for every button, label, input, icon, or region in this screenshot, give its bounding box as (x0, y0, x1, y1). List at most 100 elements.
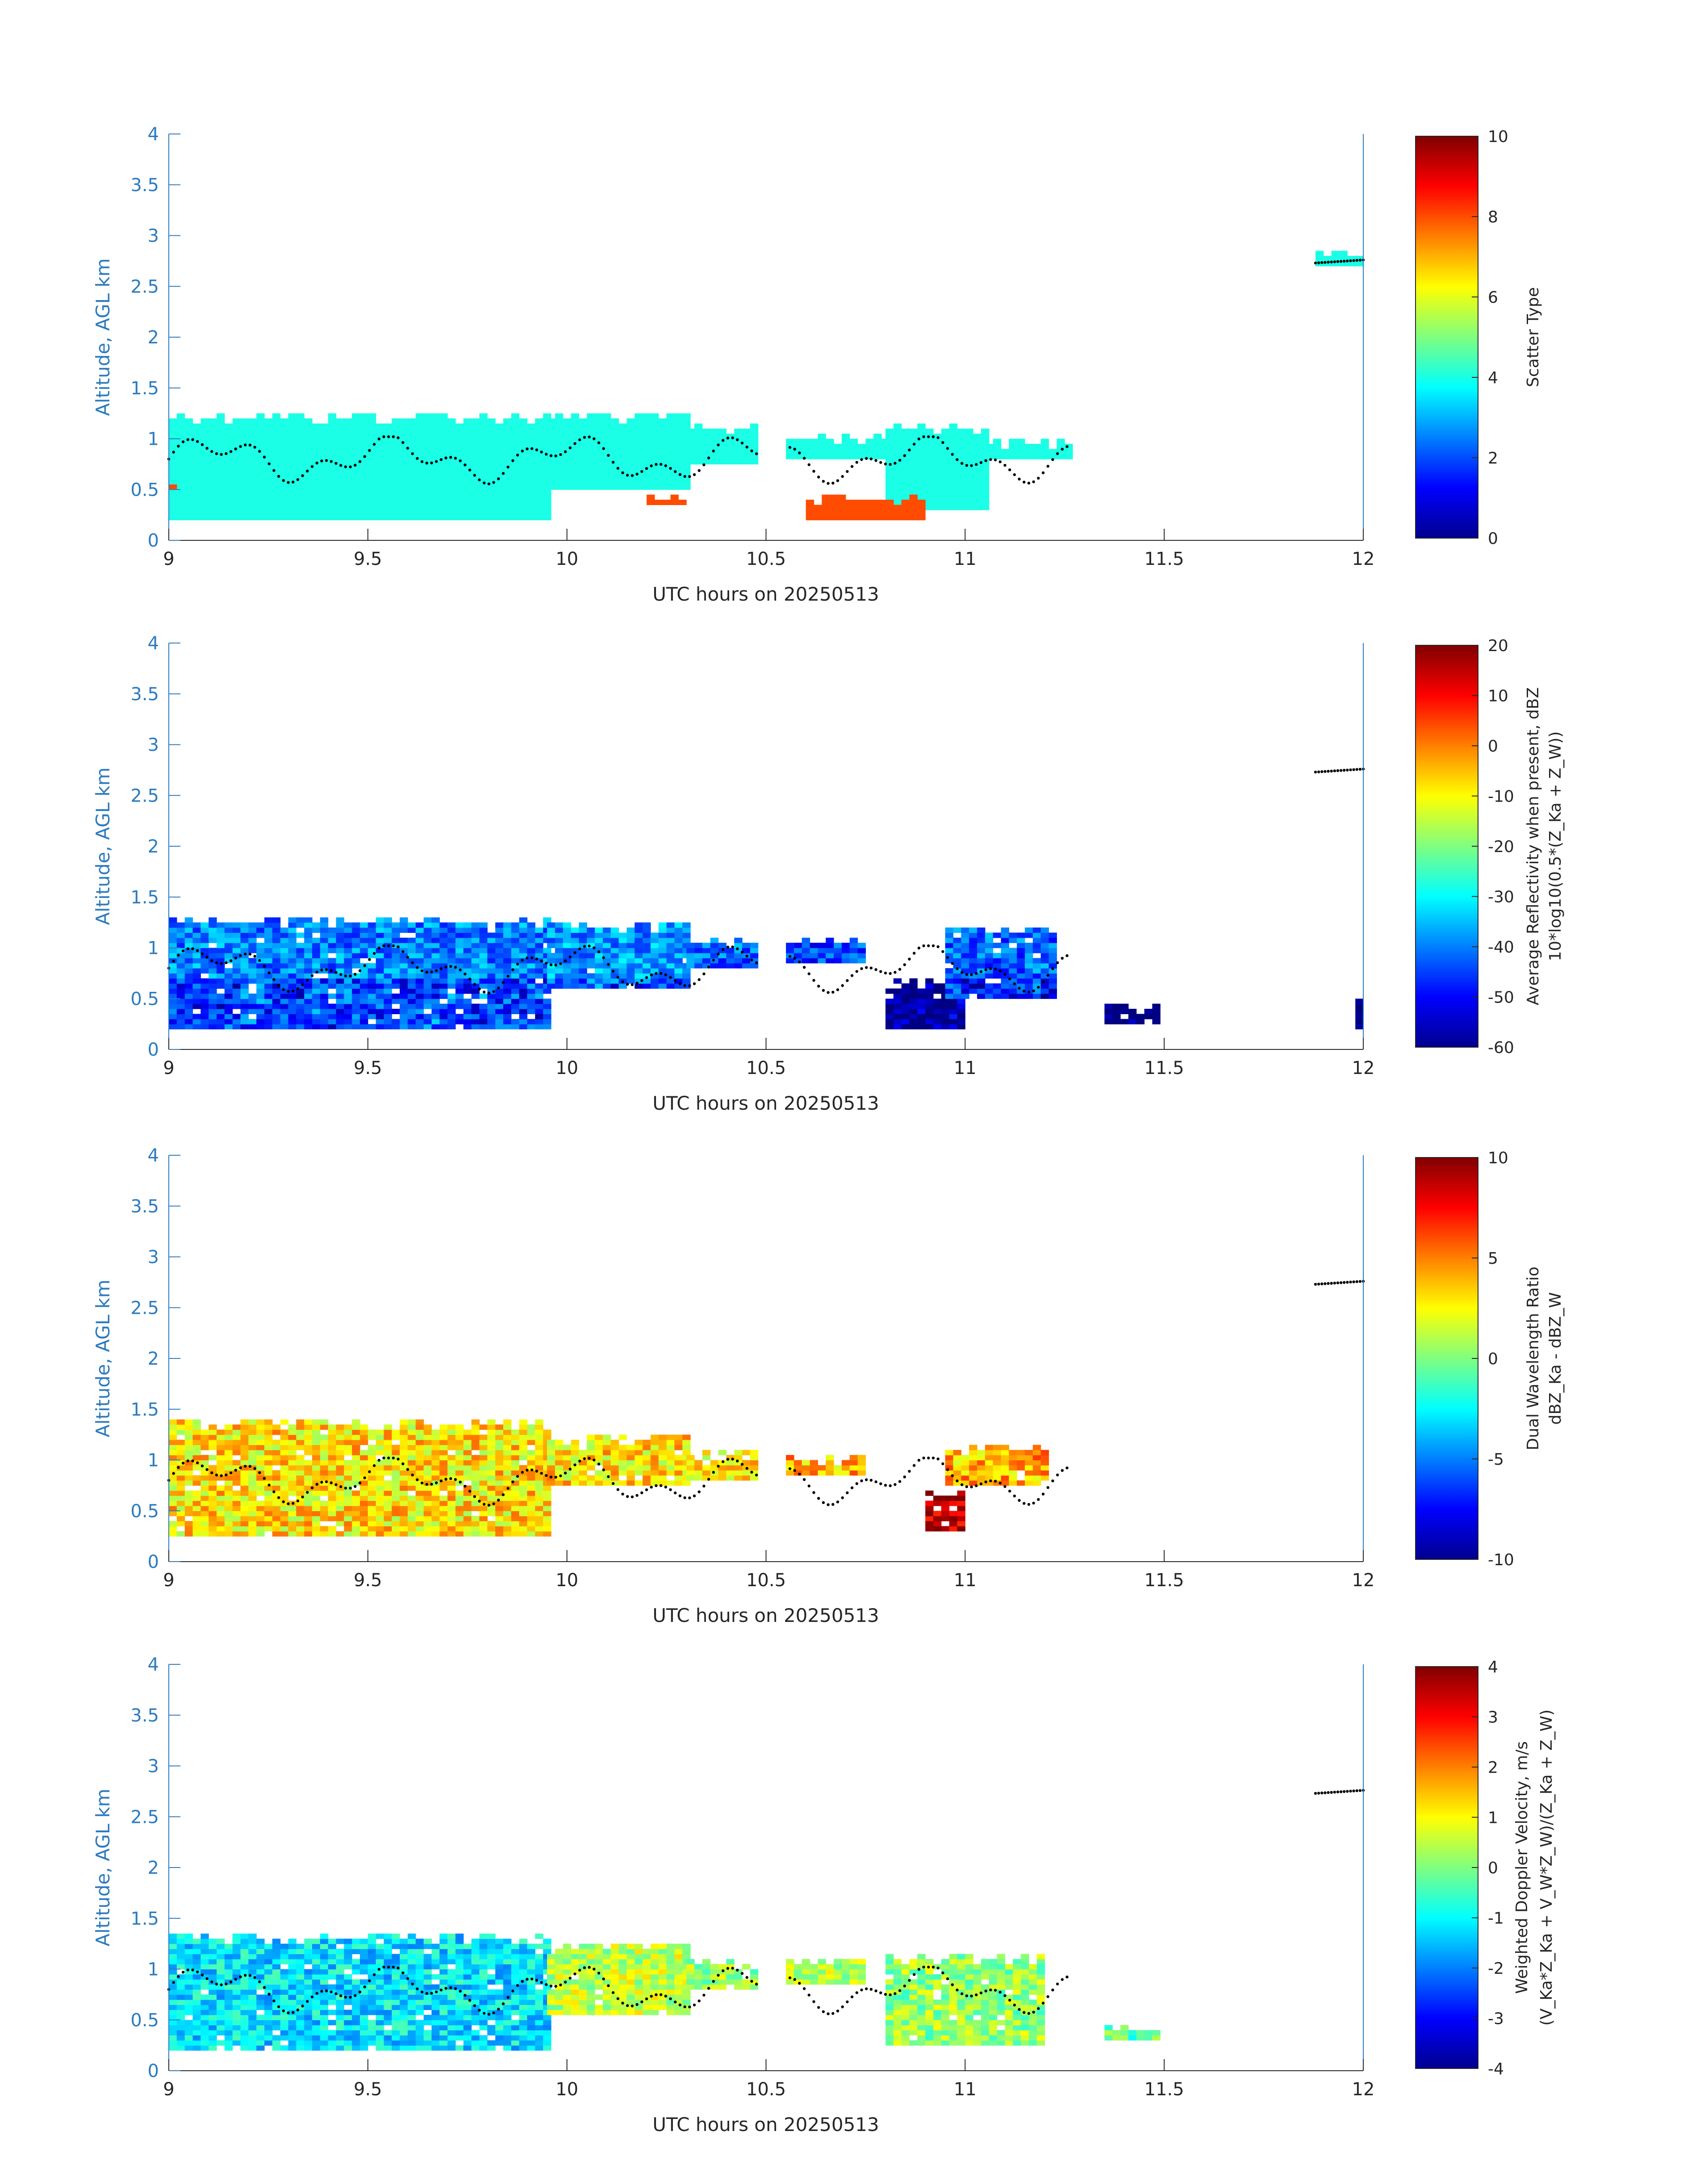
heat-cell (312, 484, 321, 490)
heat-cell (232, 1440, 241, 1445)
cloud-base-point (196, 949, 199, 952)
heat-cell (1152, 1009, 1161, 1014)
heat-cell (555, 1470, 564, 1476)
heat-cell (885, 1024, 894, 1030)
heat-cell (392, 494, 400, 500)
heat-cell (169, 1485, 177, 1491)
y-tick-label: 4 (148, 633, 159, 654)
colorbar-tick-label: 0 (1488, 737, 1498, 756)
heat-cell (400, 1480, 408, 1486)
heat-cell (431, 983, 440, 989)
heat-cell (945, 937, 954, 943)
heat-cell (626, 937, 635, 943)
heat-cell (933, 1009, 942, 1014)
heat-cell (555, 1450, 564, 1455)
heat-cell (547, 443, 555, 449)
heat-cell (1331, 251, 1340, 256)
heat-cell (802, 449, 810, 455)
heat-cell (256, 1485, 265, 1491)
heat-cell (945, 988, 954, 994)
heat-cell (666, 418, 675, 424)
heat-cell (240, 494, 249, 500)
heat-cell (618, 423, 627, 429)
heat-cell (635, 413, 643, 419)
heat-cell (981, 484, 990, 490)
heat-cell (184, 1480, 193, 1486)
heat-cell (280, 1419, 289, 1425)
heat-cell (384, 1526, 392, 1532)
heat-cell (408, 449, 416, 455)
cloud-base-point (1027, 990, 1031, 994)
cloud-base-point (220, 962, 223, 965)
cloud-base-point (354, 464, 357, 467)
heat-cell (949, 439, 958, 444)
heat-cell (264, 1470, 273, 1476)
heat-cell (352, 1511, 360, 1517)
heat-cell (455, 1460, 464, 1466)
heat-cell (487, 1485, 496, 1491)
heat-cell (376, 973, 384, 979)
heat-cell (463, 1460, 472, 1466)
heat-cell (288, 1019, 296, 1024)
heat-cell (328, 1496, 337, 1501)
heat-cell (344, 469, 352, 475)
heat-cell (563, 1475, 572, 1481)
heat-cell (408, 479, 416, 485)
heat-cell (563, 1450, 572, 1455)
heat-cell (224, 937, 233, 943)
heat-cell (232, 489, 241, 495)
heat-cell (400, 484, 408, 490)
heat-cell (376, 1429, 384, 1435)
cloud-base-point (884, 462, 887, 466)
heat-cell (217, 1500, 225, 1506)
heat-cell (961, 948, 969, 953)
heat-cell (217, 489, 225, 495)
heat-cell (734, 1475, 743, 1481)
heat-cell (415, 449, 424, 455)
heat-cell (344, 1490, 352, 1496)
heat-cell (487, 1531, 496, 1537)
heat-cell (408, 1419, 416, 1425)
cloud-base-point (310, 974, 314, 977)
heat-cell (1339, 256, 1348, 261)
heat-cell (579, 978, 587, 984)
heat-cell (610, 469, 619, 475)
heat-cell (264, 1440, 273, 1445)
cloud-base-point (492, 990, 495, 993)
heat-cell (169, 1526, 177, 1532)
heat-cell (555, 428, 564, 434)
heat-cell (618, 449, 627, 455)
heat-cell (169, 993, 177, 999)
heat-cell (555, 434, 564, 439)
heat-cell (256, 1440, 265, 1445)
heat-cell (431, 505, 440, 510)
heat-cell (344, 418, 352, 424)
heat-cell (949, 469, 958, 475)
heat-cell (304, 479, 313, 485)
cloud-base-point (526, 447, 529, 451)
heat-cell (503, 474, 512, 480)
heat-cell (392, 999, 400, 1004)
heat-cell (232, 1496, 241, 1501)
heat-cell (953, 973, 961, 979)
heat-cell (635, 963, 643, 969)
heat-cell (973, 479, 981, 485)
heat-cell (431, 1460, 440, 1466)
heat-cell (511, 1445, 520, 1450)
heat-cell (993, 953, 1002, 958)
heat-cell (830, 510, 838, 515)
heat-cell (1120, 1019, 1129, 1024)
heat-cell (511, 474, 520, 480)
heat-cell (841, 443, 850, 449)
cloud-base-point (1003, 464, 1006, 467)
heat-cell (439, 1465, 448, 1471)
heat-cell (272, 494, 281, 500)
heat-cell (184, 943, 193, 949)
heat-cell (666, 978, 675, 984)
heat-cell (1025, 983, 1033, 989)
cloud-base-point (593, 437, 596, 440)
heat-cell (969, 928, 977, 933)
heat-cell (376, 1440, 384, 1445)
x-tick-label: 12 (1352, 1058, 1375, 1078)
heat-cell (479, 922, 488, 928)
